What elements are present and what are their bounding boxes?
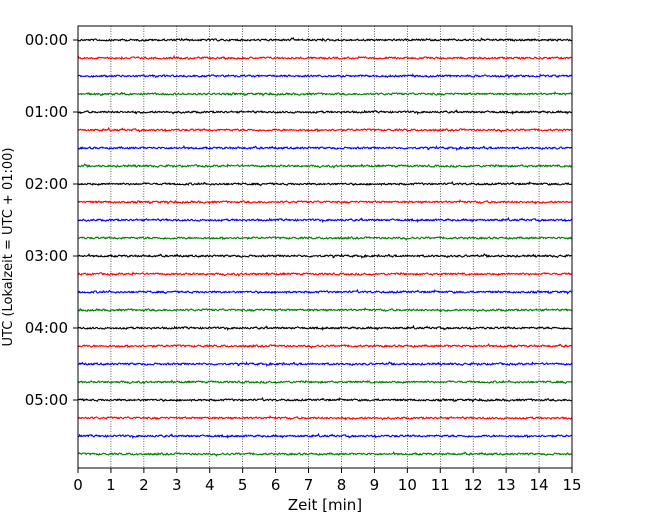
x-tick-label: 14	[530, 476, 549, 494]
trace-02:00	[77, 180, 573, 187]
trace-00:30	[77, 73, 573, 80]
x-tick-label: 3	[172, 476, 182, 494]
trace-00:15	[77, 54, 573, 61]
trace-03:15	[77, 271, 573, 277]
trace-02:15	[77, 198, 573, 205]
x-axis-label: Zeit [min]	[288, 496, 362, 514]
y-tick-label: 03:00	[25, 247, 68, 265]
plot-frame	[77, 25, 573, 469]
trace-01:15	[77, 126, 573, 133]
x-tick-label: 8	[337, 476, 347, 494]
trace-05:15	[77, 414, 573, 421]
trace-04:30	[77, 361, 573, 367]
y-tick-label: 05:00	[25, 391, 68, 409]
trace-00:45	[77, 90, 573, 97]
y-tick-label: 04:00	[25, 319, 68, 337]
x-tick-label: 11	[431, 476, 450, 494]
x-tick-label: 9	[370, 476, 380, 494]
trace-05:45	[77, 450, 573, 457]
trace-03:45	[77, 306, 573, 313]
trace-01:30	[77, 144, 573, 151]
y-axis-label: UTC (Lokalzeit = UTC + 01:00)	[1, 148, 16, 347]
trace-04:45	[77, 379, 573, 385]
x-tick-label: 7	[304, 476, 314, 494]
grid-lines	[110, 26, 540, 468]
x-tick-label: 4	[205, 476, 215, 494]
trace-04:00	[77, 324, 573, 332]
x-tick-label: 1	[106, 476, 116, 494]
x-tick-label: 6	[271, 476, 281, 494]
x-tick-label: 13	[497, 476, 516, 494]
seismic-traces	[77, 36, 573, 457]
trace-04:15	[77, 342, 573, 349]
y-tick-label: 02:00	[25, 175, 68, 193]
axis-ticks: 0 1 2 3 4 5 6 7 8 9 10 11 12 13 14 1500:0001:0002:0003:…	[25, 31, 582, 494]
y-tick-label: 01:00	[25, 103, 68, 121]
x-tick-label: 5	[238, 476, 248, 494]
x-tick-label: 2	[139, 476, 149, 494]
trace-02:45	[77, 235, 573, 241]
trace-02:30	[77, 216, 573, 224]
trace-01:45	[77, 163, 573, 169]
x-tick-label: 10	[398, 476, 417, 494]
trace-00:00	[77, 36, 573, 42]
y-tick-label: 00:00	[25, 31, 68, 49]
trace-05:30	[77, 432, 573, 440]
x-tick-label: 12	[464, 476, 483, 494]
trace-03:30	[77, 288, 573, 295]
trace-03:00	[77, 252, 573, 260]
trace-05:00	[77, 396, 573, 403]
x-tick-label: 15	[562, 476, 581, 494]
x-tick-label: 0	[73, 476, 83, 494]
trace-01:00	[77, 109, 573, 116]
